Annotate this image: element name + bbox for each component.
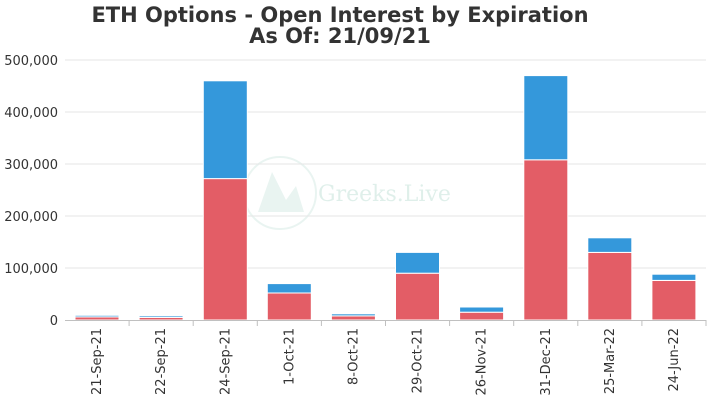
bar-lower (266, 292, 312, 321)
watermark-logo (243, 156, 317, 230)
bar-upper (202, 80, 248, 180)
y-tick-label: 400,000 (4, 106, 58, 121)
bar-lower (523, 159, 569, 321)
bar-upper (74, 314, 120, 318)
bar-upper (523, 75, 569, 161)
x-tick-label: 24-Jun-22 (667, 328, 682, 392)
x-tick-label: 1-Oct-21 (282, 328, 297, 385)
x-tick-label: 22-Sep-21 (154, 328, 169, 395)
y-tick-label: 0 (50, 314, 58, 329)
x-tick-label: 29-Oct-21 (411, 328, 426, 393)
watermark-text: Greeks.Live (318, 182, 451, 207)
y-tick-label: 100,000 (4, 262, 58, 277)
x-tick-label: 31-Dec-21 (539, 328, 554, 396)
x-tick-label: 24-Sep-21 (218, 328, 233, 395)
x-tick-label: 26-Nov-21 (475, 328, 490, 396)
bar-lower (202, 178, 248, 321)
bar-lower (651, 280, 697, 321)
x-tick-label: 25-Mar-22 (603, 328, 618, 394)
y-tick-label: 200,000 (4, 210, 58, 225)
bar-upper (266, 283, 312, 294)
y-tick-label: 300,000 (4, 158, 58, 173)
bar-lower (587, 251, 633, 321)
bar-lower (395, 272, 440, 321)
bar-upper (459, 306, 505, 313)
x-tick-label: 21-Sep-21 (90, 328, 105, 395)
bar-upper (587, 237, 633, 253)
bar-lower (330, 315, 376, 321)
chart-subtitle: As Of: 21/09/21 (249, 24, 431, 48)
x-tick-label: 8-Oct-21 (346, 328, 361, 385)
bar-upper (651, 273, 697, 281)
chart-title: ETH Options - Open Interest by Expiratio… (91, 3, 589, 27)
bar-lower (459, 311, 505, 321)
y-tick-label: 500,000 (4, 54, 58, 69)
bar-upper (395, 251, 440, 274)
bar-upper (330, 313, 376, 317)
bar-upper (138, 315, 184, 318)
